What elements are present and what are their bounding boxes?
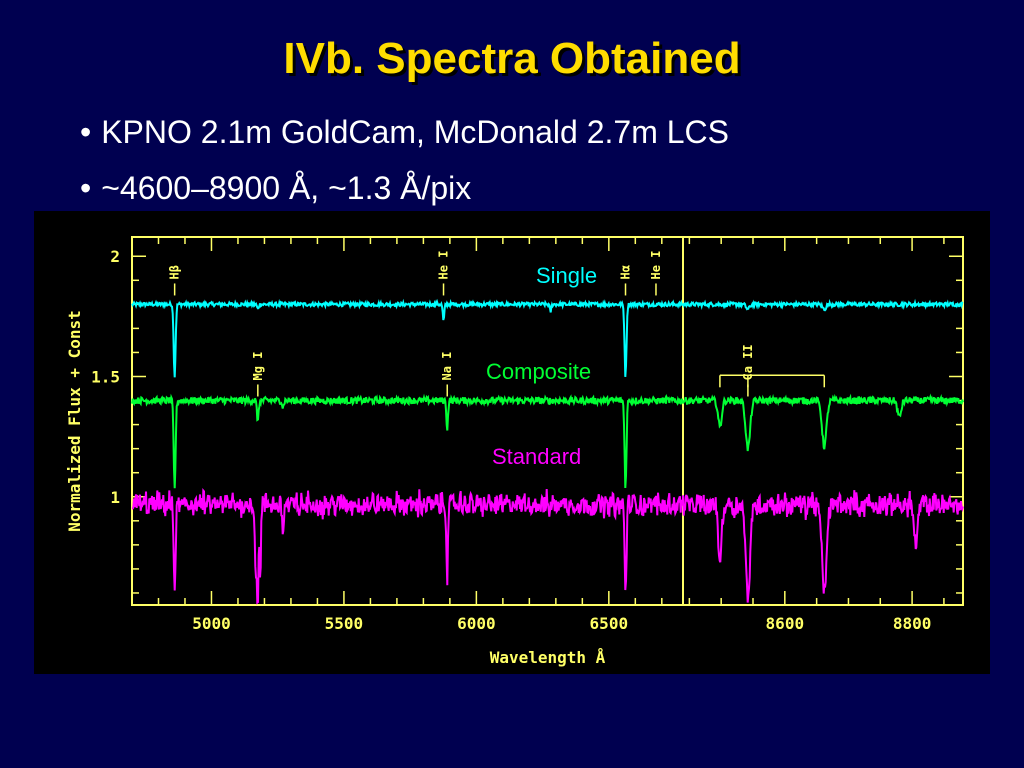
x-tick-label: 5500 bbox=[325, 614, 364, 633]
spectrum-standard bbox=[682, 490, 964, 603]
y-tick-label: 2 bbox=[110, 247, 120, 266]
spectra-chart: 5000 5500 6000 6500 8600 8800 1 1.5 2 Wavelength … bbox=[65, 236, 964, 667]
y-axis-label: Normalized Flux + Const bbox=[65, 310, 84, 532]
bullet-dot: • bbox=[80, 170, 92, 206]
plot-frame bbox=[131, 236, 964, 606]
bullet-dot: • bbox=[80, 114, 92, 150]
x-tick-label: 6000 bbox=[457, 614, 496, 633]
bullet-list: • KPNO 2.1m GoldCam, McDonald 2.7m LCS • ~… bbox=[80, 104, 729, 216]
x-tick-label: 6500 bbox=[590, 614, 629, 633]
slide-title: IVb. Spectra Obtained bbox=[283, 34, 741, 83]
bullet-item: • ~4600–8900 Å, ~1.3 Å/pix bbox=[80, 160, 729, 216]
bullet-text-2: ~4600–8900 Å, ~1.3 Å/pix bbox=[101, 170, 472, 206]
line-id-label: Hβ bbox=[168, 265, 182, 279]
x-tick-label: 8600 bbox=[766, 614, 805, 633]
bullet-text-1: KPNO 2.1m GoldCam, McDonald 2.7m LCS bbox=[101, 114, 729, 150]
series-label-composite: Composite bbox=[486, 359, 591, 384]
line-id-label: Ca II bbox=[741, 344, 755, 380]
x-tick-label: 8800 bbox=[893, 614, 932, 633]
spectra-plot-panel: 5000 5500 6000 6500 8600 8800 1 1.5 2 Wavelength … bbox=[34, 211, 990, 674]
spectrum-composite bbox=[682, 393, 964, 452]
x-tick-label: 5000 bbox=[192, 614, 231, 633]
y-tick-label: 1.5 bbox=[91, 368, 120, 387]
spectrum-composite bbox=[131, 393, 684, 489]
spectrum-single bbox=[131, 298, 684, 378]
line-id-label: He I bbox=[437, 251, 451, 280]
x-axis-label: Wavelength Å bbox=[490, 648, 606, 667]
spectrum-standard bbox=[131, 488, 684, 605]
line-id-label: Mg I bbox=[251, 352, 265, 381]
line-id-label: Na I bbox=[440, 352, 454, 381]
bullet-item: • KPNO 2.1m GoldCam, McDonald 2.7m LCS bbox=[80, 104, 729, 160]
spectrum-single bbox=[682, 298, 964, 312]
line-id-label: He I bbox=[649, 251, 663, 280]
line-id-label: Hα bbox=[619, 265, 633, 279]
y-tick-label: 1 bbox=[110, 488, 120, 507]
series-label-single: Single bbox=[536, 263, 597, 288]
series-label-standard: Standard bbox=[492, 444, 581, 469]
